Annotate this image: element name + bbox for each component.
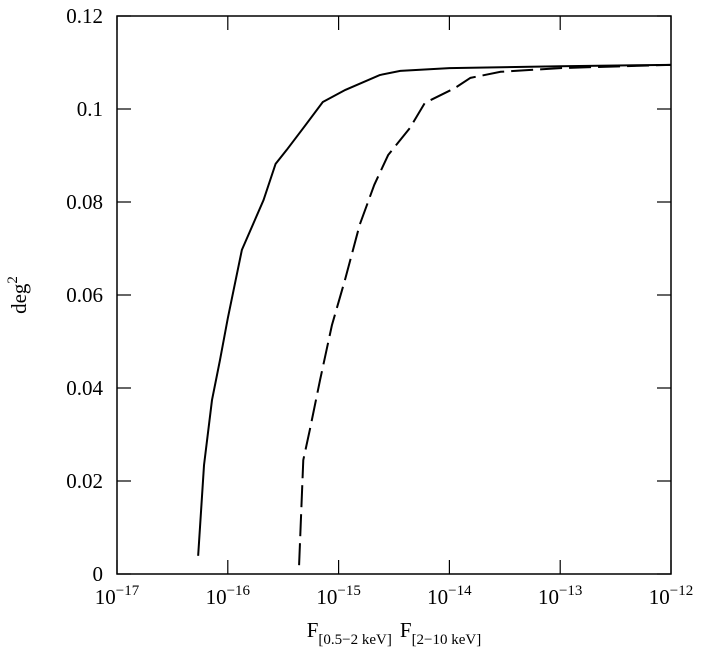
series-line bbox=[298, 63, 672, 566]
x-label-main: F bbox=[400, 618, 412, 642]
x-tick-exponent: −16 bbox=[227, 583, 251, 599]
y-tick-label: 0.1 bbox=[77, 97, 103, 121]
x-tick-base: 10 bbox=[427, 585, 448, 609]
y-tick-label: 0.12 bbox=[66, 4, 103, 28]
x-tick-exponent: −17 bbox=[116, 583, 140, 599]
y-tick-label: 0 bbox=[93, 562, 104, 586]
x-tick-base: 10 bbox=[649, 585, 670, 609]
y-label-sup: 2 bbox=[5, 276, 21, 284]
x-tick-exponent: −14 bbox=[448, 583, 472, 599]
x-tick-exponent: −12 bbox=[670, 583, 693, 599]
x-label-main: F bbox=[307, 618, 319, 642]
y-tick-label: 0.06 bbox=[66, 283, 103, 307]
x-tick-base: 10 bbox=[206, 585, 227, 609]
x-tick-base: 10 bbox=[316, 585, 337, 609]
y-tick-label: 0.04 bbox=[66, 376, 103, 400]
x-label-sub: [2−10 keV] bbox=[412, 632, 482, 648]
x-tick-base: 10 bbox=[95, 585, 116, 609]
x-axis-label: F[0.5−2 keV] F[2−10 keV] bbox=[307, 618, 482, 648]
y-tick-label: 0.02 bbox=[66, 469, 103, 493]
x-tick-label: 10−17 bbox=[95, 583, 140, 609]
x-tick-label: 10−13 bbox=[538, 583, 582, 609]
y-axis-label: deg2 bbox=[5, 276, 31, 314]
x-tick-exponent: −13 bbox=[559, 583, 582, 599]
y-label-main: deg bbox=[7, 283, 31, 314]
y-tick-label: 0.08 bbox=[66, 190, 103, 214]
x-tick-label: 10−14 bbox=[427, 583, 472, 609]
x-label-sub: [0.5−2 keV] bbox=[318, 632, 391, 648]
x-tick-label: 10−16 bbox=[206, 583, 251, 609]
x-tick-base: 10 bbox=[538, 585, 559, 609]
x-tick-label: 10−15 bbox=[316, 583, 360, 609]
x-tick-exponent: −15 bbox=[337, 583, 360, 599]
plot-frame bbox=[116, 15, 672, 575]
series-line bbox=[197, 63, 672, 556]
x-tick-label: 10−12 bbox=[649, 583, 693, 609]
